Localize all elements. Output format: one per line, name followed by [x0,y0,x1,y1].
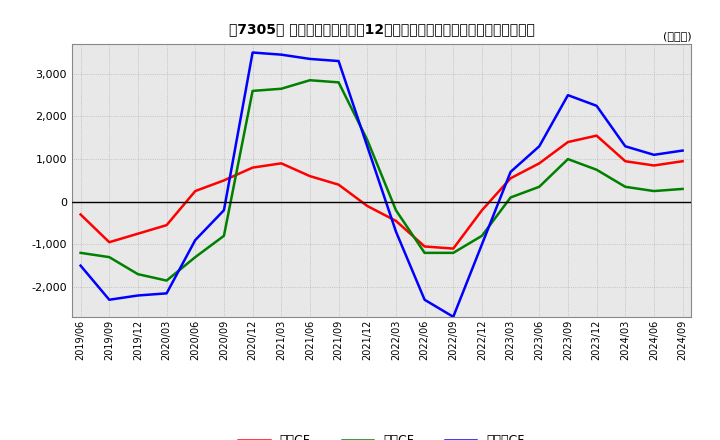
フリーCF [162,291,171,296]
営業CF [363,203,372,209]
フリーCF [420,297,429,302]
営業CF [277,161,286,166]
フリーCF [248,50,257,55]
営業CF [477,208,486,213]
Line: フリーCF: フリーCF [81,52,683,317]
営業CF [248,165,257,170]
投資CF [76,250,85,256]
フリーCF [191,238,199,243]
投資CF [621,184,629,190]
営業CF [621,158,629,164]
営業CF [593,133,601,138]
営業CF [76,212,85,217]
フリーCF [134,293,143,298]
営業CF [535,161,544,166]
投資CF [678,186,687,191]
投資CF [134,271,143,277]
投資CF [477,233,486,238]
営業CF [392,218,400,224]
投資CF [649,188,658,194]
営業CF [506,176,515,181]
フリーCF [305,56,314,62]
営業CF [220,178,228,183]
投資CF [248,88,257,94]
フリーCF [220,208,228,213]
投資CF [305,77,314,83]
フリーCF [105,297,114,302]
投資CF [420,250,429,256]
フリーCF [334,59,343,64]
フリーCF [363,143,372,149]
フリーCF [449,314,458,319]
フリーCF [76,263,85,268]
Line: 営業CF: 営業CF [81,136,683,249]
Text: (百万円): (百万円) [662,31,691,41]
営業CF [449,246,458,251]
投資CF [191,254,199,260]
投資CF [162,278,171,283]
投資CF [363,137,372,143]
Line: 投資CF: 投資CF [81,80,683,281]
営業CF [305,173,314,179]
営業CF [649,163,658,168]
営業CF [105,239,114,245]
フリーCF [678,148,687,153]
営業CF [191,188,199,194]
投資CF [334,80,343,85]
フリーCF [621,143,629,149]
投資CF [449,250,458,256]
Legend: 営業CF, 投資CF, フリーCF: 営業CF, 投資CF, フリーCF [233,429,530,440]
営業CF [162,223,171,228]
投資CF [277,86,286,92]
営業CF [334,182,343,187]
Title: 【7305】 キャッシュフローの12か月移動合計の対前年同期増減額の推移: 【7305】 キャッシュフローの12か月移動合計の対前年同期増減額の推移 [229,22,534,36]
投資CF [564,157,572,162]
投資CF [392,208,400,213]
営業CF [564,139,572,145]
フリーCF [506,169,515,175]
フリーCF [392,229,400,234]
営業CF [678,158,687,164]
フリーCF [477,242,486,247]
フリーCF [593,103,601,108]
投資CF [220,233,228,238]
投資CF [593,167,601,172]
フリーCF [649,152,658,158]
フリーCF [564,92,572,98]
投資CF [535,184,544,190]
投資CF [105,254,114,260]
営業CF [134,231,143,236]
営業CF [420,244,429,249]
フリーCF [535,143,544,149]
フリーCF [277,52,286,57]
投資CF [506,195,515,200]
